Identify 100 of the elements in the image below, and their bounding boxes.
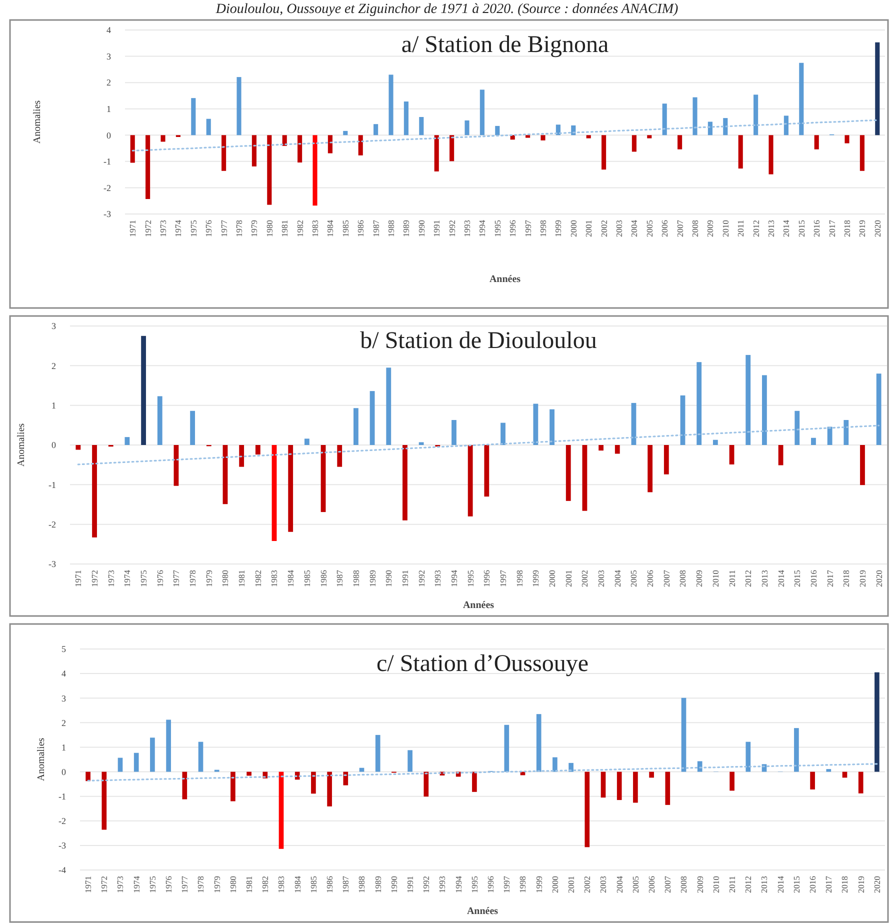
bar xyxy=(784,116,788,136)
bar xyxy=(616,772,622,800)
bar xyxy=(304,438,310,445)
bar xyxy=(374,124,378,136)
x-tick-label: 1997 xyxy=(498,570,508,587)
x-tick-label: 2007 xyxy=(661,570,672,587)
x-tick-label: 2002 xyxy=(580,570,590,587)
x-tick-label: 1976 xyxy=(164,876,174,893)
bar xyxy=(681,698,686,772)
bar xyxy=(600,772,606,798)
x-tick-label: 1980 xyxy=(264,220,274,237)
bar xyxy=(633,772,638,803)
x-tick-label: 2017 xyxy=(824,876,834,893)
x-tick-label: 1983 xyxy=(269,570,280,587)
y-tick-label: -2 xyxy=(104,182,111,193)
bar xyxy=(312,135,318,206)
bar xyxy=(526,135,530,138)
y-tick-label: 0 xyxy=(62,766,66,777)
x-tick-label: 2018 xyxy=(842,220,852,237)
x-tick-label: 2010 xyxy=(710,570,720,587)
x-tick-label: 2020 xyxy=(872,220,882,237)
y-tick-label: 1 xyxy=(106,104,111,114)
x-tick-label: 2009 xyxy=(694,570,704,587)
bar xyxy=(130,135,135,163)
bar xyxy=(86,772,90,782)
bar xyxy=(484,445,490,497)
x-tick-label: 2008 xyxy=(690,220,700,237)
x-tick-label: 2016 xyxy=(808,876,818,893)
x-tick-label: 1985 xyxy=(308,876,318,893)
x-tick-label: 1997 xyxy=(502,876,512,893)
bar xyxy=(267,135,272,205)
chart-title: a/ Station de Bignona xyxy=(401,32,609,58)
x-tick-label: 2008 xyxy=(678,876,689,893)
bar xyxy=(359,768,364,772)
bar xyxy=(738,135,743,169)
x-tick-label: 2019 xyxy=(856,876,866,893)
x-tick-label: 1972 xyxy=(142,220,153,237)
y-tick-label: -3 xyxy=(58,840,66,851)
x-tick-label: 1988 xyxy=(356,876,367,893)
x-tick-label: 1976 xyxy=(154,570,165,587)
y-tick-label: 0 xyxy=(106,130,112,140)
x-tick-label: 2020 xyxy=(874,570,884,587)
y-tick-label: 2 xyxy=(62,718,66,728)
bar xyxy=(472,772,477,792)
x-tick-label: 1973 xyxy=(115,876,126,893)
bar xyxy=(697,761,702,772)
x-tick-label: 2006 xyxy=(645,570,656,587)
x-tick-label: 2019 xyxy=(857,570,868,587)
bar xyxy=(662,104,667,136)
bar xyxy=(388,74,394,136)
x-tick-label: 1981 xyxy=(236,570,247,587)
x-tick-label: 1987 xyxy=(340,876,351,893)
x-tick-label: 2016 xyxy=(812,220,822,237)
x-tick-label: 1980 xyxy=(228,876,238,893)
bar xyxy=(729,445,734,464)
y-tick-label: 2 xyxy=(106,78,111,88)
bar xyxy=(404,101,408,136)
bar xyxy=(874,672,880,772)
x-tick-label: 2014 xyxy=(781,219,792,237)
x-tick-label: 1996 xyxy=(482,570,492,587)
x-tick-label: 1995 xyxy=(465,570,476,587)
bar xyxy=(678,135,682,150)
bar xyxy=(799,62,804,136)
bar xyxy=(692,97,698,136)
bar xyxy=(794,410,800,445)
x-tick-label: 2014 xyxy=(775,875,786,893)
x-tick-label: 2000 xyxy=(550,876,560,893)
x-tick-label: 1974 xyxy=(122,569,132,587)
x-tick-label: 1981 xyxy=(280,220,290,237)
bar xyxy=(272,445,277,541)
bar xyxy=(320,445,326,512)
x-tick-label: 1971 xyxy=(73,570,84,587)
y-tick-label: 3 xyxy=(62,693,66,704)
x-tick-label: 2014 xyxy=(776,569,786,587)
x-tick-label: 2006 xyxy=(646,876,657,893)
x-tick-label: 2013 xyxy=(766,220,776,237)
x-tick-label: 2003 xyxy=(614,220,624,237)
bar xyxy=(844,420,849,445)
bar xyxy=(495,126,500,136)
y-tick-label: 5 xyxy=(62,644,66,654)
x-tick-label: 2004 xyxy=(614,875,624,893)
x-tick-label: 1994 xyxy=(453,875,464,893)
bar xyxy=(370,391,375,445)
text: Diouloulou, Oussouye et Ziguinchor de 1971 à 2020. (Source : données ANACIM) xyxy=(214,2,678,17)
x-tick-label: 1977 xyxy=(218,220,229,237)
bar xyxy=(239,445,244,467)
bar xyxy=(337,445,342,467)
bar xyxy=(288,445,294,532)
bar xyxy=(860,135,864,171)
bar xyxy=(664,445,669,474)
x-tick-label: 1993 xyxy=(432,570,443,587)
bar xyxy=(762,375,767,445)
bar xyxy=(124,437,130,445)
bar xyxy=(500,422,506,445)
bar xyxy=(408,750,412,772)
bar xyxy=(375,734,380,772)
x-tick-label: 2020 xyxy=(872,876,882,893)
bar xyxy=(157,396,162,445)
x-tick-label: 1989 xyxy=(372,876,383,893)
x-tick-label: 1996 xyxy=(508,220,518,237)
